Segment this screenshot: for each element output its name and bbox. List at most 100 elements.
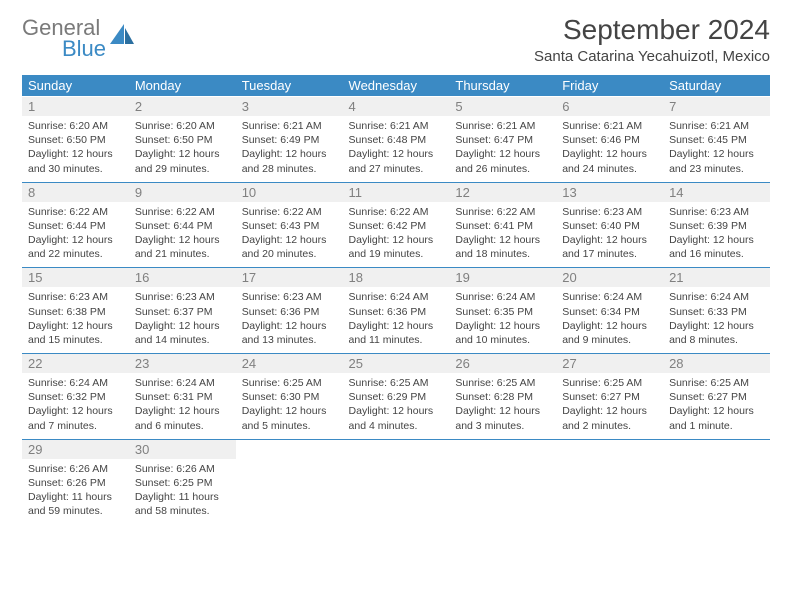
dow-tuesday: Tuesday — [236, 75, 343, 97]
header: General Blue September 2024 Santa Catari… — [22, 14, 770, 69]
daylight-text: Daylight: 12 hours and 19 minutes. — [349, 233, 444, 261]
daylight-text: Daylight: 12 hours and 15 minutes. — [28, 319, 123, 347]
sunset-text: Sunset: 6:38 PM — [28, 305, 123, 319]
day-number: 15 — [22, 268, 129, 288]
day-cell: Sunrise: 6:23 AMSunset: 6:39 PMDaylight:… — [663, 202, 770, 268]
sunrise-text: Sunrise: 6:23 AM — [669, 205, 764, 219]
day-number-row: 22232425262728 — [22, 354, 770, 374]
sunrise-text: Sunrise: 6:21 AM — [242, 119, 337, 133]
sunrise-text: Sunrise: 6:21 AM — [669, 119, 764, 133]
day-cell: Sunrise: 6:24 AMSunset: 6:34 PMDaylight:… — [556, 287, 663, 353]
day-cell: Sunrise: 6:24 AMSunset: 6:31 PMDaylight:… — [129, 373, 236, 439]
day-cell: Sunrise: 6:21 AMSunset: 6:46 PMDaylight:… — [556, 116, 663, 182]
day-number: 7 — [663, 97, 770, 117]
sunset-text: Sunset: 6:25 PM — [135, 476, 230, 490]
sunrise-text: Sunrise: 6:24 AM — [455, 290, 550, 304]
sunrise-text: Sunrise: 6:21 AM — [349, 119, 444, 133]
dow-saturday: Saturday — [663, 75, 770, 97]
daylight-text: Daylight: 12 hours and 10 minutes. — [455, 319, 550, 347]
daylight-text: Daylight: 12 hours and 16 minutes. — [669, 233, 764, 261]
day-cell: Sunrise: 6:23 AMSunset: 6:37 PMDaylight:… — [129, 287, 236, 353]
day-cell: Sunrise: 6:23 AMSunset: 6:40 PMDaylight:… — [556, 202, 663, 268]
sunrise-text: Sunrise: 6:24 AM — [28, 376, 123, 390]
day-number-row: 2930 — [22, 439, 770, 459]
day-cell: Sunrise: 6:22 AMSunset: 6:44 PMDaylight:… — [129, 202, 236, 268]
daylight-text: Daylight: 12 hours and 1 minute. — [669, 404, 764, 432]
day-number: 20 — [556, 268, 663, 288]
day-cell — [556, 459, 663, 525]
day-number: 16 — [129, 268, 236, 288]
sunset-text: Sunset: 6:26 PM — [28, 476, 123, 490]
day-number: 26 — [449, 354, 556, 374]
day-cell: Sunrise: 6:20 AMSunset: 6:50 PMDaylight:… — [129, 116, 236, 182]
sunset-text: Sunset: 6:28 PM — [455, 390, 550, 404]
sunrise-text: Sunrise: 6:23 AM — [135, 290, 230, 304]
sunrise-text: Sunrise: 6:24 AM — [562, 290, 657, 304]
day-number: 10 — [236, 182, 343, 202]
sunrise-text: Sunrise: 6:26 AM — [135, 462, 230, 476]
day-cell: Sunrise: 6:26 AMSunset: 6:25 PMDaylight:… — [129, 459, 236, 525]
sunset-text: Sunset: 6:42 PM — [349, 219, 444, 233]
daylight-text: Daylight: 12 hours and 11 minutes. — [349, 319, 444, 347]
day-number: 21 — [663, 268, 770, 288]
day-number: 27 — [556, 354, 663, 374]
daylight-text: Daylight: 12 hours and 22 minutes. — [28, 233, 123, 261]
day-number: 29 — [22, 439, 129, 459]
dow-monday: Monday — [129, 75, 236, 97]
day-number: 13 — [556, 182, 663, 202]
day-number — [449, 439, 556, 459]
day-cell — [449, 459, 556, 525]
sunrise-text: Sunrise: 6:21 AM — [455, 119, 550, 133]
day-number: 1 — [22, 97, 129, 117]
day-cell: Sunrise: 6:24 AMSunset: 6:36 PMDaylight:… — [343, 287, 450, 353]
day-number: 23 — [129, 354, 236, 374]
day-cell: Sunrise: 6:23 AMSunset: 6:36 PMDaylight:… — [236, 287, 343, 353]
brand-logo: General Blue — [22, 14, 136, 60]
sunrise-text: Sunrise: 6:25 AM — [349, 376, 444, 390]
daylight-text: Daylight: 12 hours and 4 minutes. — [349, 404, 444, 432]
day-number: 25 — [343, 354, 450, 374]
sunset-text: Sunset: 6:30 PM — [242, 390, 337, 404]
daylight-text: Daylight: 11 hours and 58 minutes. — [135, 490, 230, 518]
day-details-row: Sunrise: 6:24 AMSunset: 6:32 PMDaylight:… — [22, 373, 770, 439]
day-number: 22 — [22, 354, 129, 374]
sunset-text: Sunset: 6:44 PM — [28, 219, 123, 233]
sunrise-text: Sunrise: 6:22 AM — [455, 205, 550, 219]
sunset-text: Sunset: 6:36 PM — [349, 305, 444, 319]
daylight-text: Daylight: 12 hours and 14 minutes. — [135, 319, 230, 347]
sunrise-text: Sunrise: 6:23 AM — [562, 205, 657, 219]
day-cell: Sunrise: 6:21 AMSunset: 6:47 PMDaylight:… — [449, 116, 556, 182]
day-cell: Sunrise: 6:22 AMSunset: 6:41 PMDaylight:… — [449, 202, 556, 268]
sunset-text: Sunset: 6:39 PM — [669, 219, 764, 233]
day-number: 28 — [663, 354, 770, 374]
sunrise-text: Sunrise: 6:20 AM — [135, 119, 230, 133]
sunset-text: Sunset: 6:44 PM — [135, 219, 230, 233]
sunset-text: Sunset: 6:35 PM — [455, 305, 550, 319]
sunrise-text: Sunrise: 6:24 AM — [349, 290, 444, 304]
daylight-text: Daylight: 12 hours and 30 minutes. — [28, 147, 123, 175]
sunset-text: Sunset: 6:27 PM — [562, 390, 657, 404]
sunrise-text: Sunrise: 6:24 AM — [669, 290, 764, 304]
sunset-text: Sunset: 6:33 PM — [669, 305, 764, 319]
sunrise-text: Sunrise: 6:25 AM — [669, 376, 764, 390]
day-number: 17 — [236, 268, 343, 288]
daylight-text: Daylight: 12 hours and 18 minutes. — [455, 233, 550, 261]
daylight-text: Daylight: 12 hours and 6 minutes. — [135, 404, 230, 432]
day-cell: Sunrise: 6:25 AMSunset: 6:27 PMDaylight:… — [663, 373, 770, 439]
day-details-row: Sunrise: 6:22 AMSunset: 6:44 PMDaylight:… — [22, 202, 770, 268]
daylight-text: Daylight: 12 hours and 5 minutes. — [242, 404, 337, 432]
day-number: 6 — [556, 97, 663, 117]
day-number-row: 1234567 — [22, 97, 770, 117]
sunrise-text: Sunrise: 6:24 AM — [135, 376, 230, 390]
daylight-text: Daylight: 12 hours and 9 minutes. — [562, 319, 657, 347]
day-cell: Sunrise: 6:21 AMSunset: 6:49 PMDaylight:… — [236, 116, 343, 182]
sunrise-text: Sunrise: 6:20 AM — [28, 119, 123, 133]
sunset-text: Sunset: 6:43 PM — [242, 219, 337, 233]
dow-sunday: Sunday — [22, 75, 129, 97]
day-cell: Sunrise: 6:21 AMSunset: 6:48 PMDaylight:… — [343, 116, 450, 182]
sunset-text: Sunset: 6:32 PM — [28, 390, 123, 404]
daylight-text: Daylight: 12 hours and 21 minutes. — [135, 233, 230, 261]
day-number: 24 — [236, 354, 343, 374]
day-cell: Sunrise: 6:22 AMSunset: 6:42 PMDaylight:… — [343, 202, 450, 268]
sunset-text: Sunset: 6:46 PM — [562, 133, 657, 147]
